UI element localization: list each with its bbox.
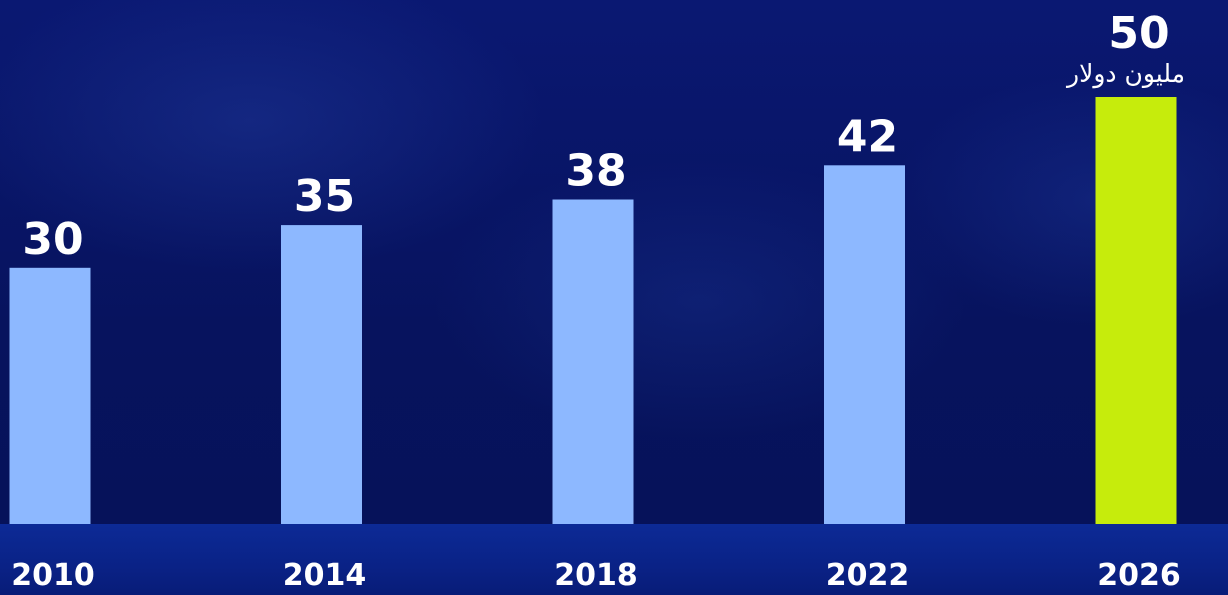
value-label-2026: 50 [1108, 8, 1169, 59]
x-tick-label-2026: 2026 [1097, 558, 1181, 593]
value-label-2014: 35 [294, 171, 355, 222]
x-tick-label-2018: 2018 [554, 558, 638, 593]
bar-2018 [552, 199, 634, 524]
x-tick-label-2014: 2014 [283, 558, 367, 593]
value-label-2010: 30 [22, 214, 83, 265]
x-axis-band [0, 524, 1228, 595]
bar-2010 [9, 267, 91, 524]
bar-2026 [1095, 97, 1177, 524]
value-label-2018: 38 [565, 146, 626, 197]
x-tick-label-2010: 2010 [11, 558, 95, 593]
bar-2014 [281, 225, 362, 524]
value-label-2022: 42 [837, 111, 898, 162]
x-tick-label-2022: 2022 [826, 558, 910, 593]
bar-2022 [824, 165, 905, 525]
unit-label: مليون دولار [1065, 59, 1185, 89]
